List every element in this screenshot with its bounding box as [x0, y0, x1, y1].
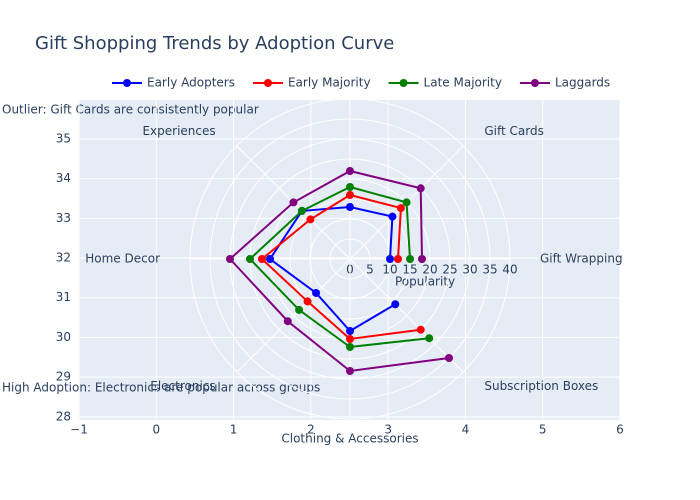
data-point: [266, 255, 274, 263]
x-tick-label: 1: [230, 423, 238, 437]
data-point: [346, 167, 354, 175]
data-point: [386, 255, 394, 263]
angular-grid: [236, 258, 351, 373]
angular-label: Gift Wrapping: [540, 252, 623, 266]
y-tick-label: 28: [56, 409, 71, 423]
data-point: [425, 334, 434, 343]
radial-tick-label: 35: [482, 263, 497, 277]
data-point: [346, 343, 354, 351]
data-point: [346, 191, 354, 199]
data-point: [289, 198, 298, 207]
data-point: [418, 255, 426, 263]
radial-tick-label: 10: [382, 263, 397, 277]
y-tick-label: 32: [56, 251, 71, 265]
x-tick-label: 6: [616, 423, 624, 437]
angular-label: Electronics: [150, 379, 215, 393]
legend-swatch: [530, 79, 539, 87]
radial-tick-label: 5: [366, 263, 374, 277]
angular-label: Home Decor: [85, 252, 160, 266]
data-point: [346, 203, 354, 211]
data-point: [297, 206, 306, 215]
data-point: [402, 198, 411, 207]
radial-tick-label: 30: [462, 263, 477, 277]
legend-label: Early Adopters: [147, 76, 235, 90]
x-tick-label: 2: [307, 423, 315, 437]
data-point: [416, 184, 425, 193]
legend-label: Early Majority: [288, 76, 371, 90]
x-tick-label: −1: [70, 423, 88, 437]
y-tick-label: 30: [56, 330, 71, 344]
legend-label: Laggards: [555, 76, 610, 90]
data-point: [295, 305, 304, 314]
legend-swatch: [399, 79, 408, 87]
data-point: [444, 353, 453, 362]
data-point: [246, 255, 254, 263]
series-line: [228, 169, 450, 373]
data-point: [303, 297, 312, 306]
series-line: [268, 205, 396, 333]
angular-grid: [349, 258, 464, 373]
y-tick-label: 31: [56, 290, 71, 304]
data-point: [346, 183, 354, 191]
data-point: [388, 212, 397, 221]
y-tick-label: 33: [56, 211, 71, 225]
x-tick-label: 0: [152, 423, 160, 437]
data-point: [396, 204, 405, 213]
series-line: [260, 193, 421, 341]
annotation: High Adoption: Electronics are popular a…: [2, 381, 320, 395]
chart-title: Gift Shopping Trends by Adoption Curve: [35, 33, 394, 54]
x-tick-label: 4: [462, 423, 470, 437]
radial-tick-label: 25: [442, 263, 457, 277]
data-point: [406, 255, 414, 263]
radial-tick-label: 20: [422, 263, 437, 277]
angular-label: Gift Cards: [484, 124, 544, 138]
data-point: [346, 327, 354, 335]
radial-tick-label: 40: [502, 263, 517, 277]
legend-swatch: [123, 79, 131, 87]
angular-label: Subscription Boxes: [484, 379, 598, 393]
data-point: [394, 255, 402, 263]
data-point: [312, 288, 321, 297]
data-point: [416, 325, 425, 334]
data-point: [306, 215, 315, 224]
series-line: [248, 185, 430, 349]
angular-label: Experiences: [142, 124, 215, 138]
data-point: [258, 255, 266, 263]
x-tick-label: 5: [539, 423, 547, 437]
data-point: [226, 255, 234, 263]
data-point: [391, 300, 400, 309]
data-point: [346, 335, 354, 343]
y-tick-label: 35: [56, 131, 71, 145]
data-point: [346, 367, 354, 375]
y-tick-label: 34: [56, 171, 71, 185]
legend-label: Late Majority: [424, 76, 502, 90]
data-point: [283, 317, 292, 326]
legend-swatch: [263, 79, 272, 87]
y-tick-label: 29: [56, 370, 71, 384]
x-tick-label: 3: [384, 423, 392, 437]
annotation: Outlier: Gift Cards are consistently pop…: [2, 103, 259, 117]
radial-axis-title: Popularity: [395, 275, 455, 289]
angular-label: Clothing & Accessories: [281, 432, 418, 446]
radial-tick-label: 15: [402, 263, 417, 277]
